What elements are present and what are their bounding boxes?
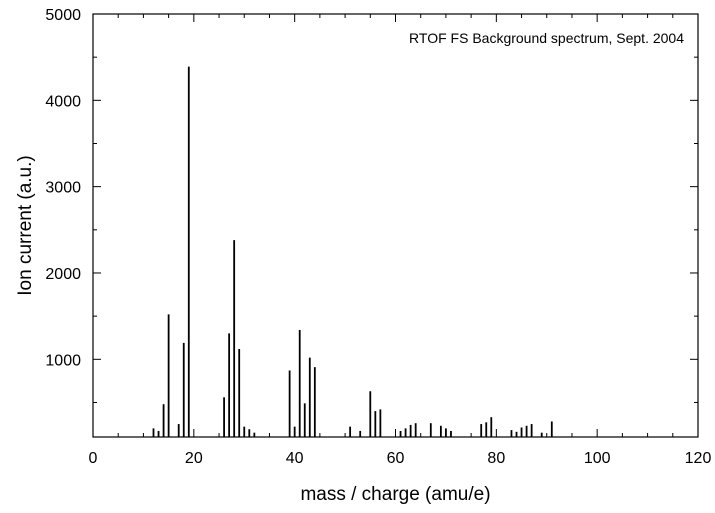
x-tick-label: 60 (387, 450, 405, 467)
x-axis-title: mass / charge (amu/e) (300, 484, 490, 505)
spectrum-lines (152, 66, 553, 437)
x-tick-label: 20 (185, 450, 203, 467)
chart-annotation: RTOF FS Background spectrum, Sept. 2004 (409, 30, 684, 46)
plot-frame (92, 13, 699, 438)
x-axis-ticks: 0 20 40 60 80 100 120 (89, 14, 712, 467)
x-tick-label: 40 (286, 450, 304, 467)
x-tick-label: 80 (487, 450, 505, 467)
x-tick-label: 0 (89, 450, 98, 467)
y-tick-label: 3000 (45, 180, 81, 197)
x-tick-label: 120 (685, 450, 712, 467)
x-tick-label: 100 (584, 450, 611, 467)
y-tick-label: 2000 (45, 266, 81, 283)
y-axis-ticks: 1000 2000 3000 4000 5000 (45, 7, 698, 403)
y-tick-label: 5000 (45, 7, 81, 24)
y-axis-title: Ion current (a.u.) (15, 155, 36, 295)
y-tick-label: 1000 (45, 352, 81, 369)
y-tick-label: 4000 (45, 93, 81, 110)
